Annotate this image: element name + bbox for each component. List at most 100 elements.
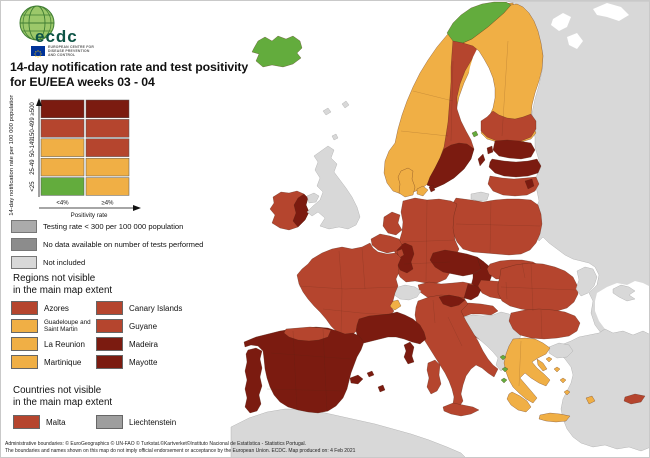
map-region-crimea <box>612 284 636 302</box>
map-region-sicily <box>442 402 480 417</box>
legend-item-martinique: Martinique <box>11 355 81 369</box>
map-region-copenhagen <box>428 184 436 193</box>
regions-legend: Regions not visible in the main map exte… <box>11 273 231 375</box>
map-region-turkey-thrace <box>548 342 574 359</box>
status-swatch-testing <box>11 219 37 233</box>
matrix-row-label: 25-49 <box>30 159 36 175</box>
map-inner-border <box>266 388 344 392</box>
matrix-row-label: <25 <box>30 181 36 192</box>
map-title-line1: 14-day notification rate and test positi… <box>10 60 249 74</box>
map-region-crete <box>538 412 571 423</box>
map-inner-border <box>403 261 451 265</box>
legend-swatch <box>96 355 123 369</box>
legend-swatch <box>96 301 123 315</box>
map-region-gulf-of-bothnia <box>467 49 495 134</box>
map-region-lake-onega <box>567 33 583 49</box>
map-region-white-sea <box>593 3 629 21</box>
map-region-spain-north-brick <box>283 326 332 342</box>
map-region-italy-northeast-dark <box>438 294 466 308</box>
status-legend: Testing rate < 300 per 100 000 populatio… <box>11 219 241 274</box>
map-inner-border <box>505 281 508 300</box>
map-region-faroe-islands <box>322 107 332 116</box>
legend-item-liechtenstein: Liechtenstein <box>96 415 176 429</box>
status-label: No data available on number of tests per… <box>43 239 204 249</box>
matrix-cell-4-0 <box>40 177 85 196</box>
map-region-stockholm-archipelago <box>471 130 479 138</box>
ecdc-org-line3: AND CONTROL <box>48 53 76 57</box>
regions-legend-heading-line2: in the main map extent <box>13 284 113 296</box>
matrix-y-axis-label: 14-day notification rate per 100 000 pop… <box>9 95 15 216</box>
map-region-aegean-island-3 <box>559 377 567 384</box>
legend-swatch <box>11 337 38 351</box>
matrix-row-label: ≥500 <box>30 102 36 116</box>
map-region-moldova <box>575 266 598 297</box>
map-region-italy <box>414 294 499 408</box>
map-inner-border <box>521 262 526 279</box>
map-region-iceland <box>251 35 303 68</box>
map-region-estonia <box>492 139 536 160</box>
map-inner-border <box>447 316 463 347</box>
matrix-row-label: 50-149 <box>30 138 36 157</box>
ecdc-wordmark: ecdc <box>35 27 78 46</box>
map-region-belgium <box>370 233 403 254</box>
map-region-latvia <box>488 158 542 178</box>
map-inner-border <box>500 286 577 291</box>
matrix-cell-2-1 <box>85 138 130 157</box>
map-inner-border <box>322 308 396 316</box>
map-region-sardinia <box>426 359 442 395</box>
map-region-kaliningrad <box>470 191 490 202</box>
legend-label: Guadeloupe and Saint Martin <box>44 319 91 333</box>
map-region-france <box>296 242 402 336</box>
map-region-austria-east <box>463 283 482 301</box>
legend-item-mayotte: Mayotte <box>96 355 157 369</box>
map-inner-border <box>412 90 454 102</box>
map-inner-border <box>425 199 428 282</box>
matrix-col-label: <4% <box>56 201 69 207</box>
map-inner-border <box>400 130 449 137</box>
matrix-col-label: ≥4% <box>102 201 115 207</box>
status-legend-item: Not included <box>11 255 241 269</box>
legend-swatch <box>11 355 38 369</box>
map-region-turkey <box>558 328 649 452</box>
map-region-ionian-island-2 <box>501 366 509 373</box>
legend-item-azores: Azores <box>11 301 69 315</box>
map-region-bulgaria <box>508 308 581 340</box>
map-region-aegean-island-4 <box>563 389 571 396</box>
map-inner-border <box>338 250 343 334</box>
map-inner-border <box>530 263 534 312</box>
countries-legend: Countries not visible in the main map ex… <box>11 385 231 433</box>
matrix-cell-1-0 <box>40 119 85 138</box>
map-region-ibiza <box>377 384 386 393</box>
legend-label: Madeira <box>129 339 158 349</box>
status-legend-item: Testing rate < 300 per 100 000 populatio… <box>11 219 241 233</box>
map-region-aegean-island-2 <box>553 366 561 373</box>
legend-label: Azores <box>44 303 69 313</box>
status-label: Not included <box>43 257 86 267</box>
status-legend-item: No data available on number of tests per… <box>11 237 241 251</box>
map-region-poland <box>450 197 543 256</box>
map-region-estonian-islands <box>486 145 494 155</box>
map-region-orkney <box>331 133 339 141</box>
map-region-greece <box>503 337 551 404</box>
map-region-peloponnese <box>506 391 532 413</box>
map-region-menorca <box>366 370 375 378</box>
map-inner-border <box>432 299 436 324</box>
map-inner-border <box>270 352 352 360</box>
eu-flag-icon <box>31 46 45 58</box>
map-footer: Administrative boundaries: © EuroGeograp… <box>5 441 647 455</box>
map-region-rhodes <box>585 395 596 405</box>
legend-label: Liechtenstein <box>129 417 177 427</box>
map-region-gotland <box>477 153 486 167</box>
ecdc-logo: ecdc EUROPEAN CENTRE FOR DISEASE PREVENT… <box>13 3 133 59</box>
matrix-cell-0-1 <box>85 99 130 119</box>
matrix-cell-3-1 <box>85 157 130 177</box>
ecdc-org-line1: EUROPEAN CENTRE FOR <box>48 45 94 49</box>
map-inner-border <box>455 223 541 227</box>
map-region-great-britain <box>306 145 361 230</box>
map-region-ionian-island-1 <box>499 354 507 361</box>
ecdc-org-line2: DISEASE PREVENTION <box>48 49 90 53</box>
map-region-euboea <box>536 358 548 372</box>
legend-label: Canary Islands <box>129 303 183 313</box>
